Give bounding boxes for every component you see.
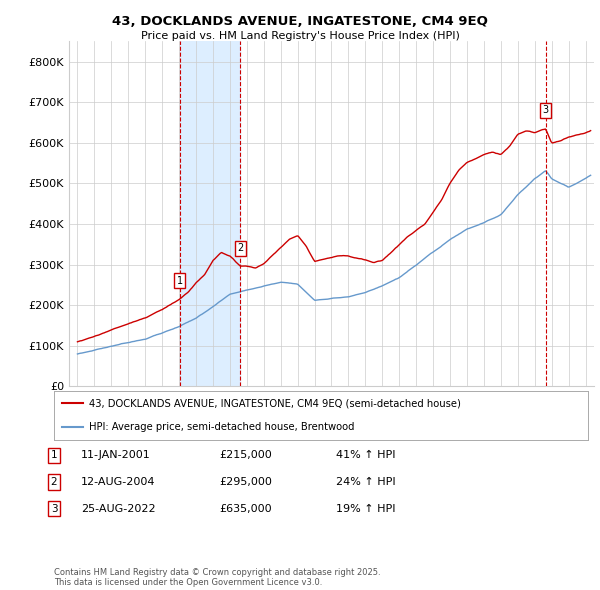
Text: 3: 3: [542, 106, 549, 115]
Text: 2: 2: [50, 477, 58, 487]
Text: £635,000: £635,000: [219, 504, 272, 513]
Text: 24% ↑ HPI: 24% ↑ HPI: [336, 477, 395, 487]
Text: 11-JAN-2001: 11-JAN-2001: [81, 451, 151, 460]
Text: Price paid vs. HM Land Registry's House Price Index (HPI): Price paid vs. HM Land Registry's House …: [140, 31, 460, 41]
Text: 25-AUG-2022: 25-AUG-2022: [81, 504, 155, 513]
Text: £215,000: £215,000: [219, 451, 272, 460]
Text: £295,000: £295,000: [219, 477, 272, 487]
Text: 19% ↑ HPI: 19% ↑ HPI: [336, 504, 395, 513]
Text: 1: 1: [176, 276, 183, 286]
Text: 43, DOCKLANDS AVENUE, INGATESTONE, CM4 9EQ (semi-detached house): 43, DOCKLANDS AVENUE, INGATESTONE, CM4 9…: [89, 398, 461, 408]
Text: 2: 2: [237, 244, 244, 253]
Text: 41% ↑ HPI: 41% ↑ HPI: [336, 451, 395, 460]
Text: HPI: Average price, semi-detached house, Brentwood: HPI: Average price, semi-detached house,…: [89, 422, 354, 432]
Bar: [180, 41, 241, 386]
Text: Contains HM Land Registry data © Crown copyright and database right 2025.
This d: Contains HM Land Registry data © Crown c…: [54, 568, 380, 587]
Text: 3: 3: [50, 504, 58, 513]
Text: 1: 1: [50, 451, 58, 460]
Text: 43, DOCKLANDS AVENUE, INGATESTONE, CM4 9EQ: 43, DOCKLANDS AVENUE, INGATESTONE, CM4 9…: [112, 15, 488, 28]
Text: 12-AUG-2004: 12-AUG-2004: [81, 477, 155, 487]
